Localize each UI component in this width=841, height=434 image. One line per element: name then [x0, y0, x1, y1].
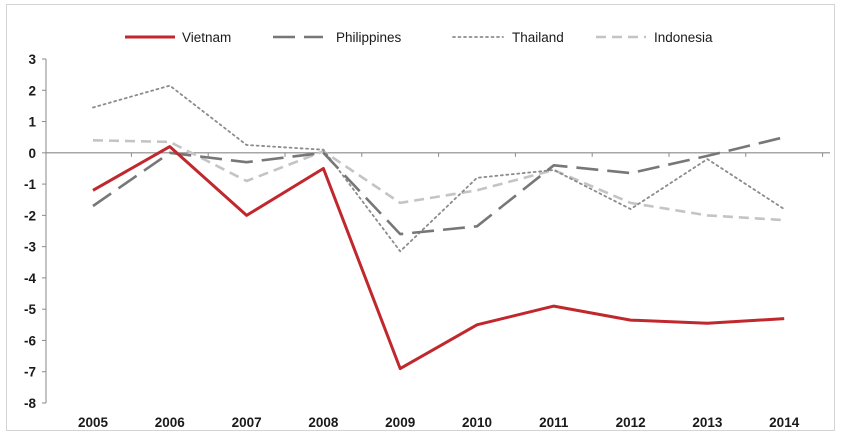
- x-tick-label: 2013: [692, 415, 723, 430]
- y-tick-label: 0: [28, 146, 36, 161]
- x-tick-label: 2009: [385, 415, 415, 430]
- y-tick-label: -6: [24, 333, 36, 348]
- x-tick-label: 2012: [616, 415, 646, 430]
- x-tick-label: 2007: [232, 415, 262, 430]
- y-tick-label: -5: [24, 302, 36, 317]
- y-tick-label: -4: [24, 271, 36, 286]
- y-tick-label: 1: [28, 115, 36, 130]
- legend-label-indonesia: Indonesia: [654, 30, 713, 45]
- series-line-vietnam: [92, 145, 785, 371]
- y-tick-label: -2: [24, 208, 36, 223]
- chart-frame: [6, 4, 835, 431]
- x-tick-label: 2014: [769, 415, 800, 430]
- y-tick-label: 2: [28, 83, 36, 98]
- legend-label-thailand: Thailand: [512, 30, 564, 45]
- series-line-thailand: [92, 84, 786, 253]
- series-line-philippines: [92, 135, 785, 236]
- y-tick-label: -3: [24, 240, 36, 255]
- series-line-indonesia: [92, 139, 785, 222]
- y-axis: 3 2 1 0 -1 -2 -3 -4 -5 -6 -7 -8: [24, 52, 47, 411]
- legend-label-philippines: Philippines: [336, 30, 402, 45]
- y-tick-label: 3: [28, 52, 36, 67]
- legend: Vietnam Philippines Thailand Indonesia: [125, 30, 713, 45]
- x-tick-label: 2006: [155, 415, 186, 430]
- y-tick-label: -1: [24, 177, 36, 192]
- x-axis: 2005 2006 2007 2008 2009 2010 2011 2012 2013 2014: [46, 152, 830, 430]
- x-tick-label: 2008: [308, 415, 339, 430]
- x-tick-label: 2010: [462, 415, 492, 430]
- series-group: [92, 84, 786, 371]
- x-tick-label: 2011: [539, 415, 569, 430]
- legend-label-vietnam: Vietnam: [182, 30, 231, 45]
- y-tick-label: -7: [24, 365, 36, 380]
- y-tick-label: -8: [24, 396, 36, 411]
- x-tick-label: 2005: [78, 415, 109, 430]
